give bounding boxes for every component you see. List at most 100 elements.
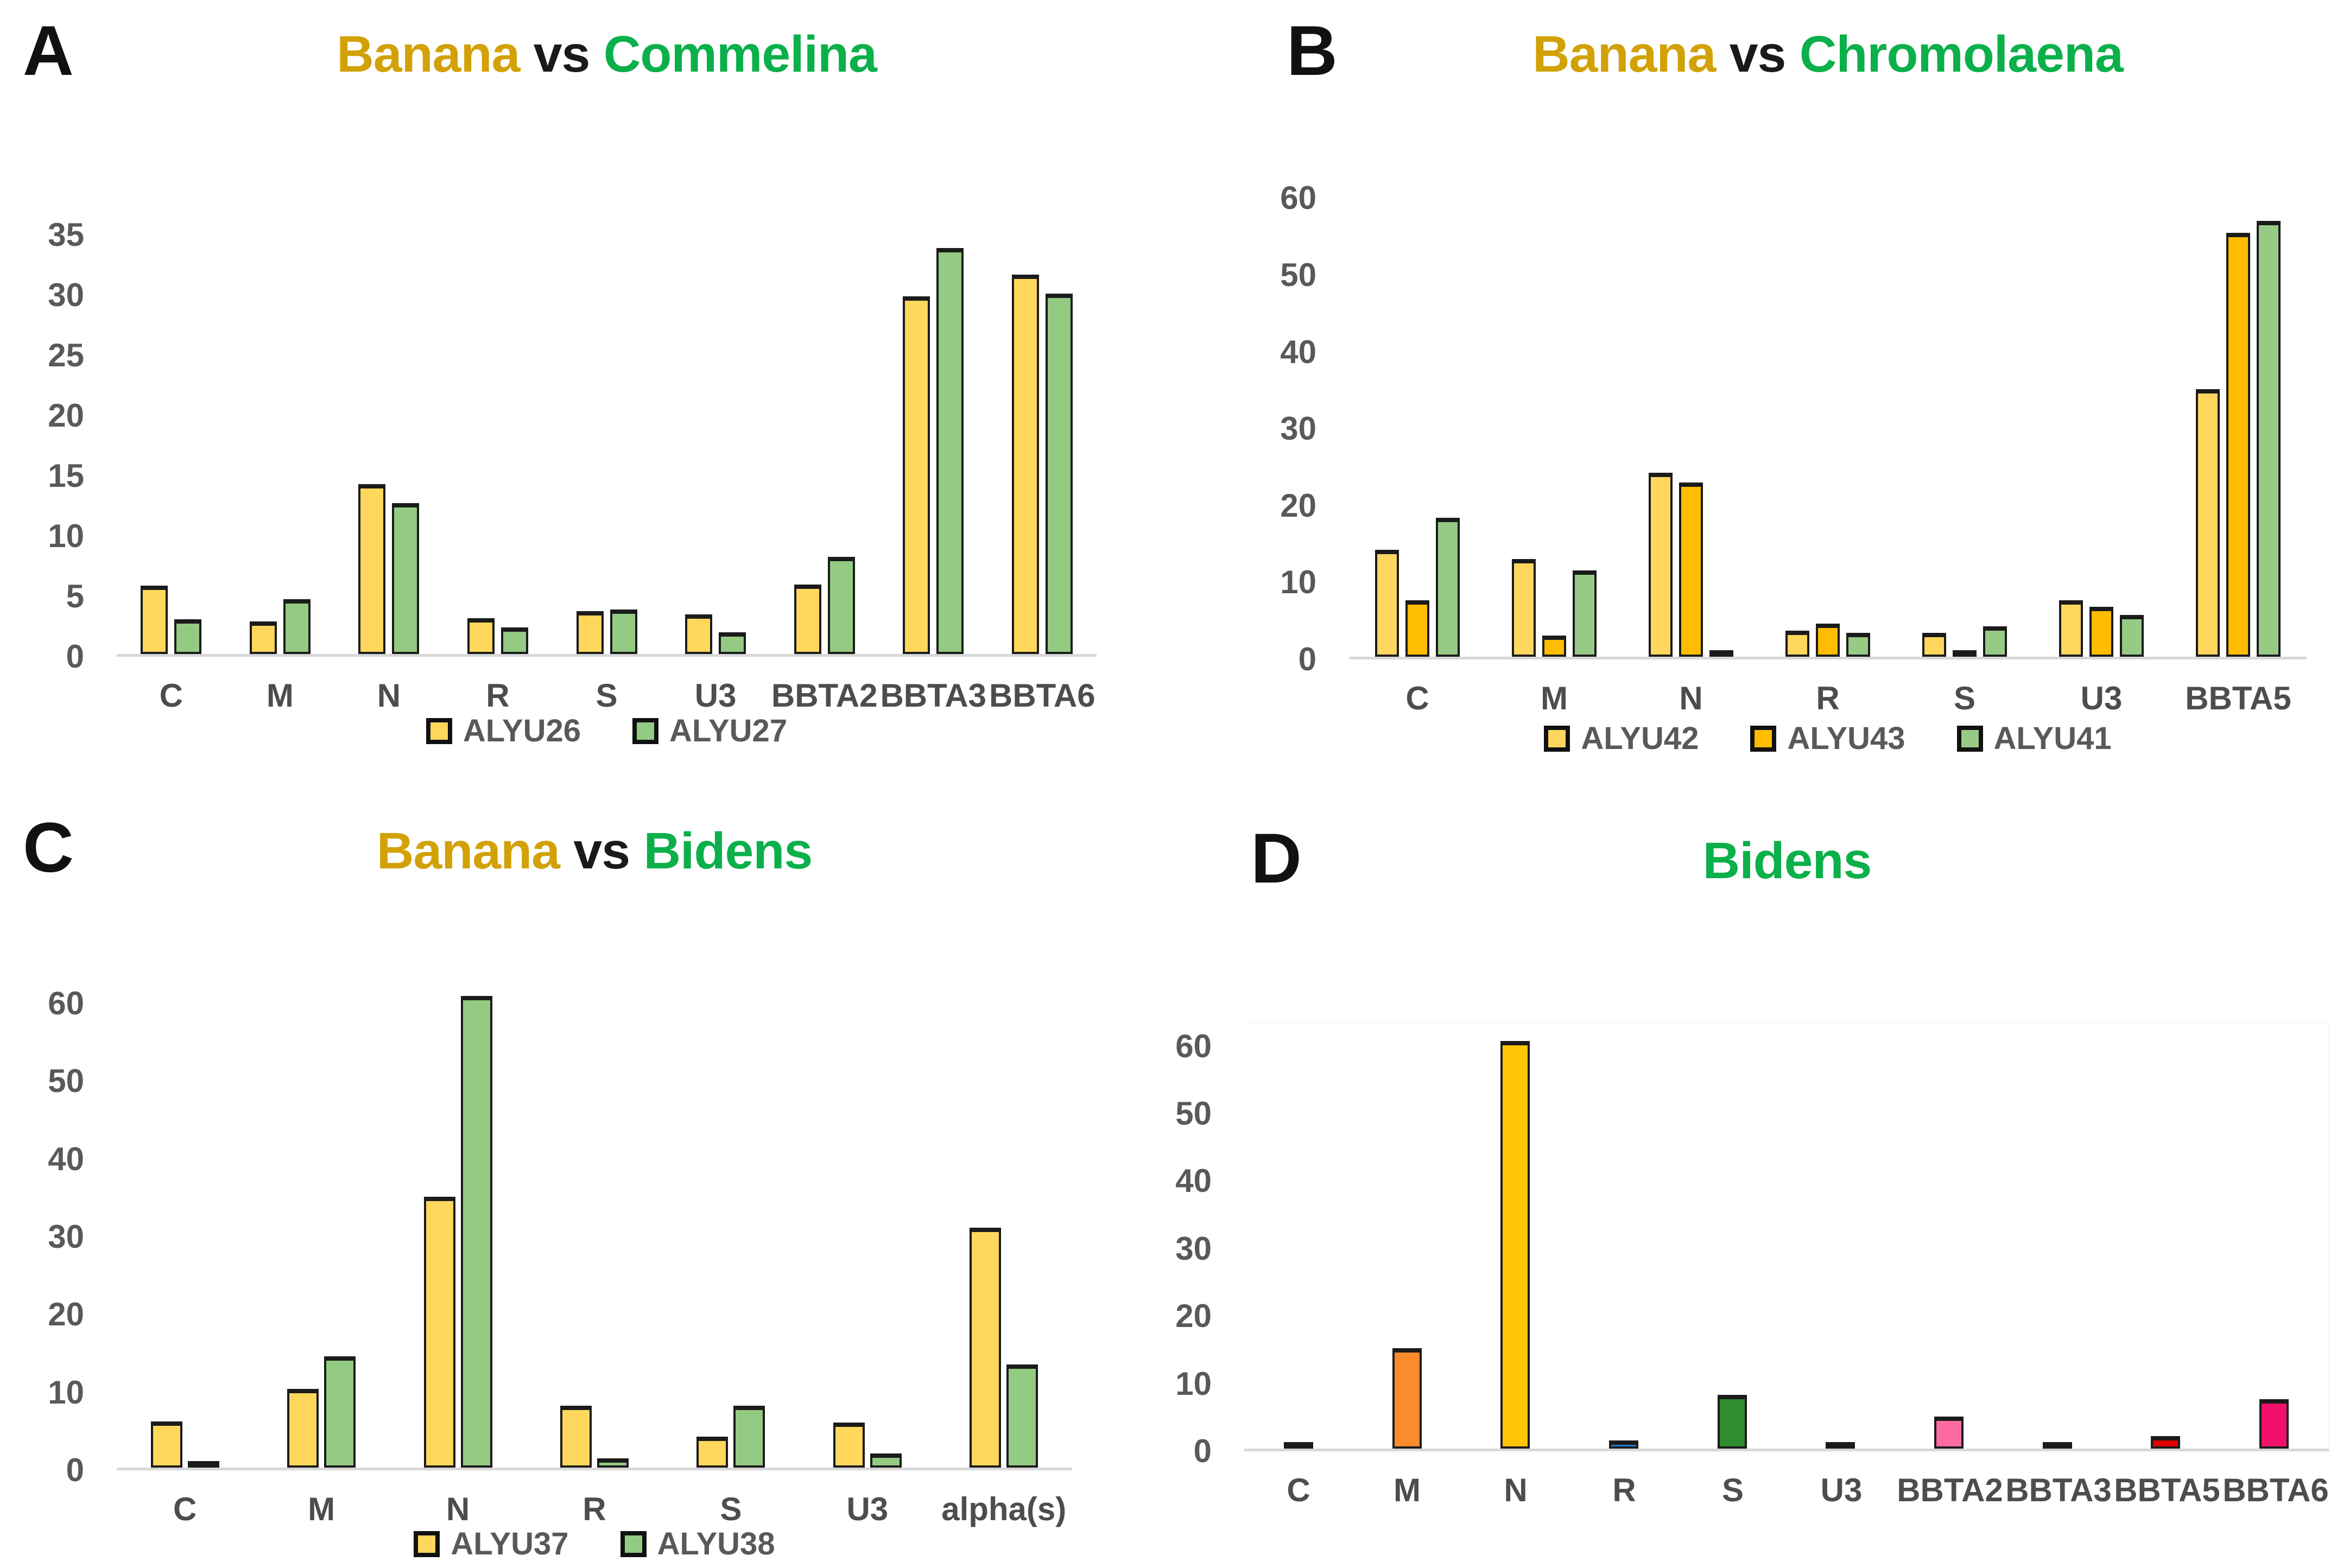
legend-item-ALYU26: ALYU26 xyxy=(426,715,581,747)
panel-A: A Banana vs Commelina 0 5 10 15 20 25 30 35 C M N… xyxy=(0,0,1168,784)
x-tick-label: BBTA6 xyxy=(989,677,1095,714)
bar-Bidens-R xyxy=(1608,1440,1638,1449)
title-part: Banana xyxy=(337,26,520,83)
bar-ALYU38-S xyxy=(733,1405,765,1468)
x-tick-label: S xyxy=(1721,1472,1744,1508)
legend-swatch xyxy=(1750,726,1777,752)
bar-ALYU41-M xyxy=(1573,570,1597,657)
legend-item-ALYU42: ALYU42 xyxy=(1544,723,1699,754)
legend-swatch xyxy=(426,718,452,744)
bar-ALYU27-R xyxy=(501,627,528,654)
chart-area: 0 10 20 30 40 50 60 C M N R S U3 alpha(s) xyxy=(48,976,1072,1526)
title-part: Bidens xyxy=(643,822,813,880)
title-part: vs xyxy=(520,26,604,83)
bar-ALYU41-BBTA5 xyxy=(2257,221,2281,657)
x-tick-label: C xyxy=(1405,680,1429,716)
y-tick-label: 35 xyxy=(48,217,84,253)
chart-area: 0 5 10 15 20 25 30 35 C M N R S U3 BBTA2 BBTA3 BBTA6 xyxy=(48,217,1097,712)
legend-swatch xyxy=(1544,726,1570,752)
bar-ALYU42-M xyxy=(1512,558,1536,657)
chart-title: Banana vs Bidens xyxy=(117,823,1072,880)
y-tick-label: 0 xyxy=(66,1452,84,1488)
y-tick-label: 40 xyxy=(1175,1163,1212,1199)
bar-group-BBTA3 xyxy=(879,217,988,654)
bar-group-M xyxy=(1353,1024,1461,1449)
legend-label: ALYU38 xyxy=(657,1526,775,1561)
y-tick-label: 30 xyxy=(1280,410,1316,447)
bar-ALYU37-N xyxy=(423,1197,455,1468)
bar-ALYU26-C xyxy=(141,586,168,654)
legend-label: ALYU26 xyxy=(463,713,581,748)
y-tick-label: 20 xyxy=(48,1296,84,1333)
legend-item-ALYU27: ALYU27 xyxy=(632,715,787,747)
bar-ALYU42-S xyxy=(1922,633,1946,657)
x-tick-label: U3 xyxy=(846,1491,889,1527)
legend-item-ALYU41: ALYU41 xyxy=(1956,723,2112,754)
bar-ALYU42-R xyxy=(1785,631,1809,657)
legend-swatch xyxy=(632,718,658,744)
bar-ALYU38-M xyxy=(324,1356,356,1468)
x-tick-label: C xyxy=(173,1491,197,1527)
y-tick-label: 60 xyxy=(48,985,84,1022)
x-tick-label: S xyxy=(720,1491,742,1527)
panel-label: A xyxy=(23,11,74,90)
y-tick-label: 30 xyxy=(48,1218,84,1255)
title-part: Chromolaena xyxy=(1799,26,2124,83)
y-tick-label: 15 xyxy=(48,458,84,494)
chart-title: Banana vs Chromolaena xyxy=(1349,26,2307,83)
title-part: Commelina xyxy=(603,26,877,83)
bar-group-R xyxy=(444,217,553,654)
y-tick-label: 10 xyxy=(48,518,84,555)
y-axis: 0 5 10 15 20 25 30 35 xyxy=(22,217,117,673)
x-tick-label: U3 xyxy=(1820,1472,1863,1508)
x-axis-labels: C M N R S U3 BBTA2 BBTA3 BBTA6 xyxy=(117,680,1097,712)
bar-ALYU43-R xyxy=(1816,624,1840,657)
bar-Bidens-BBTA3 xyxy=(2042,1442,2072,1449)
x-axis-labels: C M N R S U3 BBTA5 xyxy=(1349,682,2307,715)
y-tick-label: 50 xyxy=(1175,1095,1212,1132)
bar-Bidens-S xyxy=(1717,1395,1747,1449)
y-axis: 0 10 20 30 40 50 60 xyxy=(22,976,117,1487)
bar-Bidens-U3 xyxy=(1826,1442,1855,1449)
bar-group-N xyxy=(1623,179,1759,657)
bar-group-M xyxy=(226,217,335,654)
y-tick-label: 40 xyxy=(48,1140,84,1177)
x-tick-label: N xyxy=(1504,1472,1528,1508)
bar-Bidens-M xyxy=(1392,1348,1422,1449)
x-tick-label: C xyxy=(159,677,183,714)
x-tick-label: BBTA5 xyxy=(2185,680,2291,716)
x-tick-label: R xyxy=(486,677,510,714)
x-tick-label: M xyxy=(1394,1472,1421,1508)
y-axis: 0 10 20 30 40 50 60 xyxy=(1168,1023,1244,1467)
bar-ALYU37-alpha(s) xyxy=(970,1228,1002,1468)
x-axis-labels: C M N R S U3 BBTA2 BBTA3 BBTA5 BBTA6 xyxy=(1244,1474,2330,1507)
y-tick-label: 20 xyxy=(1175,1298,1212,1335)
bar-group-S xyxy=(1678,1024,1787,1449)
y-tick-label: 10 xyxy=(1280,564,1316,601)
legend-label: ALYU27 xyxy=(669,713,788,748)
x-tick-label: M xyxy=(266,677,294,714)
y-tick-label: 50 xyxy=(1280,257,1316,293)
bar-ALYU26-BBTA6 xyxy=(1011,274,1039,654)
bar-ALYU37-U3 xyxy=(833,1423,865,1468)
bar-Bidens-BBTA2 xyxy=(1934,1416,1964,1449)
legend-item-ALYU37: ALYU37 xyxy=(414,1528,569,1560)
bar-group-S xyxy=(1896,179,2033,657)
x-tick-label: BBTA2 xyxy=(1897,1472,2003,1508)
title-part: Bidens xyxy=(1702,832,1872,890)
x-tick-label: BBTA2 xyxy=(771,677,878,714)
bar-ALYU26-S xyxy=(576,611,604,654)
x-tick-label: BBTA3 xyxy=(880,677,986,714)
bar-group-C xyxy=(1244,1024,1353,1449)
bar-group-BBTA5 xyxy=(2112,1024,2220,1449)
plot-area xyxy=(117,217,1097,657)
y-tick-label: 0 xyxy=(1298,641,1316,677)
bar-group-U3 xyxy=(799,976,935,1468)
bar-ALYU43-M xyxy=(1542,635,1566,657)
bar-ALYU26-BBTA3 xyxy=(903,296,930,654)
legend-label: ALYU43 xyxy=(1787,721,1905,756)
y-tick-label: 30 xyxy=(48,277,84,314)
bar-ALYU37-S xyxy=(696,1437,729,1468)
bar-ALYU26-N xyxy=(358,484,386,654)
